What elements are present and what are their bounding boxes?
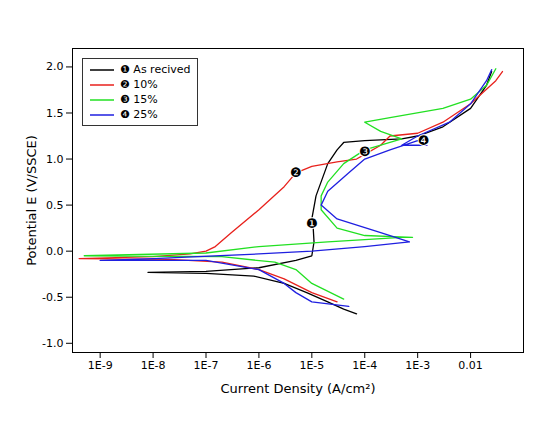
svg-text:Potential E (V/SSCE): Potential E (V/SSCE)	[24, 135, 39, 266]
svg-text:Current Density (A/cm²): Current Density (A/cm²)	[221, 381, 376, 396]
svg-text:❹: ❹	[418, 133, 430, 148]
svg-text:❶: ❶	[306, 216, 318, 231]
svg-text:1E-4: 1E-4	[352, 359, 377, 372]
svg-text:❷: ❷	[290, 165, 302, 180]
svg-text:1E-3: 1E-3	[405, 359, 430, 372]
html-text:❹ 25%: ❹ 25%	[120, 108, 158, 121]
svg-text:1E-7: 1E-7	[194, 359, 219, 372]
svg-text:1E-5: 1E-5	[299, 359, 324, 372]
svg-text:1E-6: 1E-6	[246, 359, 271, 372]
svg-text:2.0: 2.0	[46, 60, 64, 73]
svg-text:1E-9: 1E-9	[88, 359, 113, 372]
svg-text:-0.5: -0.5	[42, 291, 63, 304]
svg-text:1.5: 1.5	[46, 107, 64, 120]
svg-text:1E-8: 1E-8	[141, 359, 166, 372]
svg-text:0.0: 0.0	[46, 245, 64, 258]
svg-text:❸: ❸	[359, 144, 371, 159]
svg-text:-1.0: -1.0	[42, 337, 63, 350]
html-text:❷ 10%: ❷ 10%	[120, 78, 158, 91]
svg-text:0.01: 0.01	[458, 359, 483, 372]
html-text:❸ 15%: ❸ 15%	[120, 93, 158, 106]
svg-text:0.5: 0.5	[46, 199, 64, 212]
svg-text:1.0: 1.0	[46, 153, 64, 166]
html-text:❶ As recived: ❶ As recived	[120, 63, 191, 76]
